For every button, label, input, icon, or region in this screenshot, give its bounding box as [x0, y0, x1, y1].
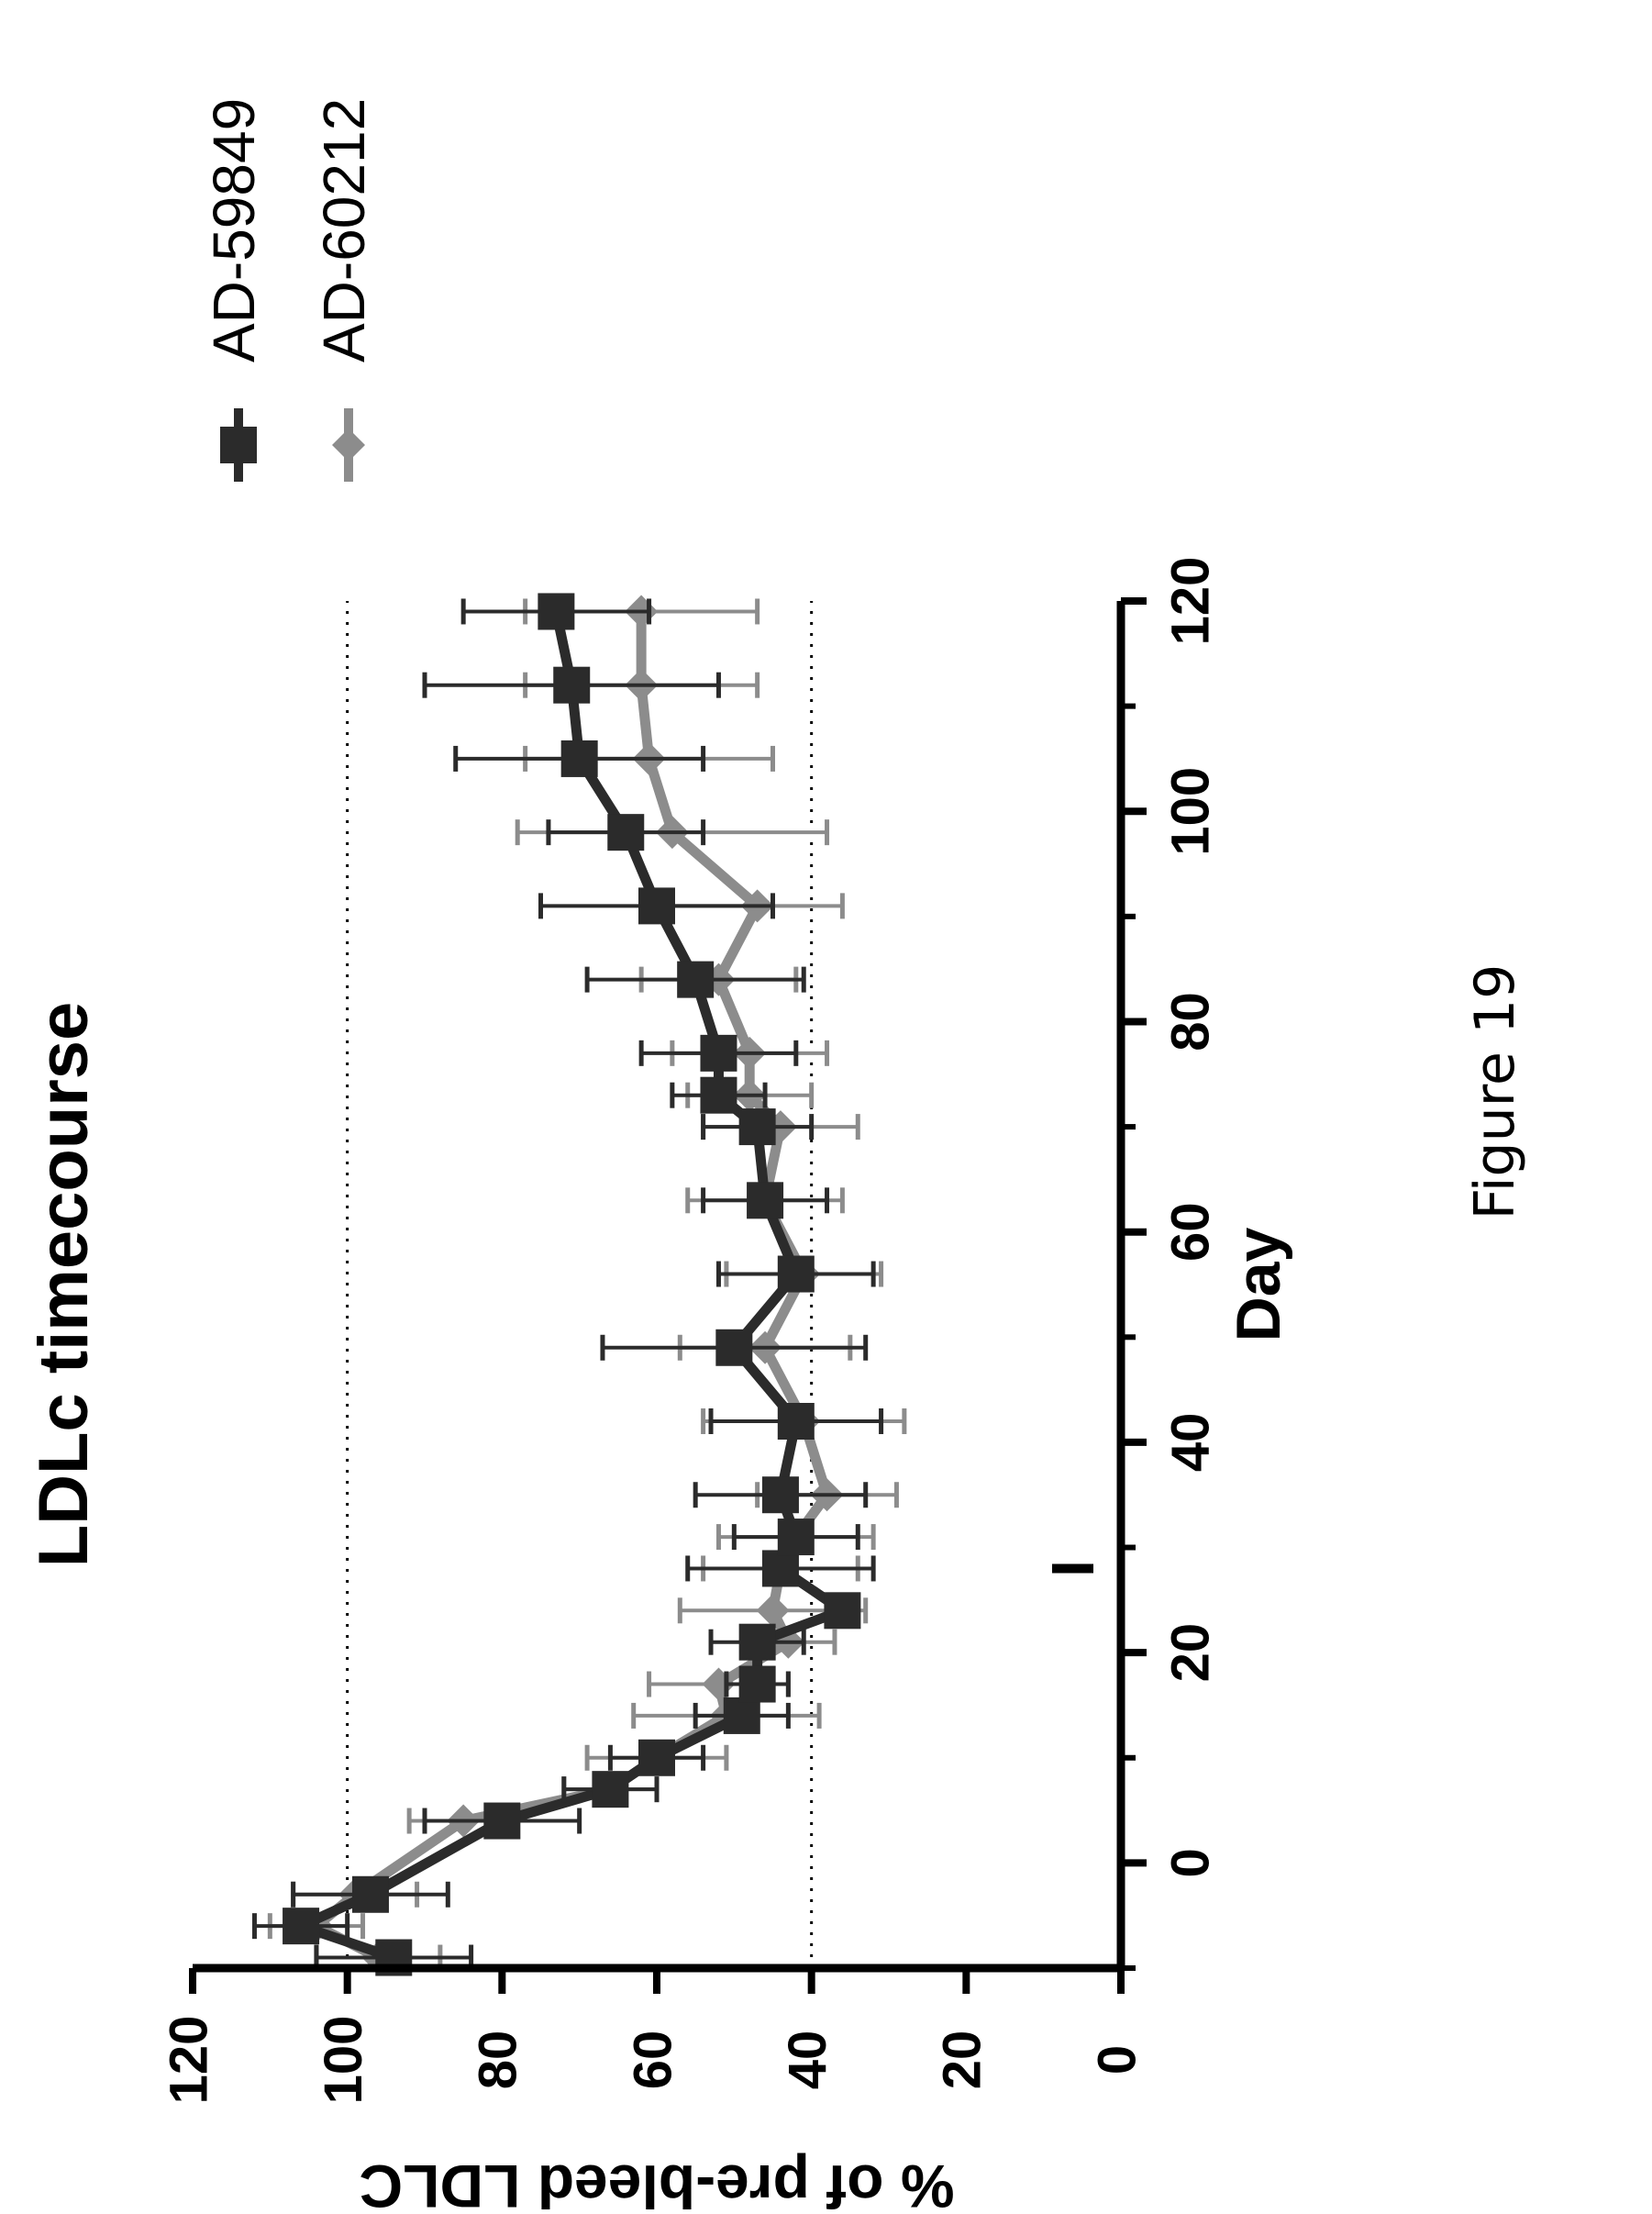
data-point-square: [677, 961, 715, 998]
axes: [189, 597, 1147, 1994]
x-tick-label: 60: [1160, 1202, 1220, 1262]
y-tick-label: 0: [1087, 2045, 1147, 2075]
data-point-square: [777, 1403, 815, 1440]
y-tick-label: 100: [314, 2016, 373, 2105]
x-tick-label: 100: [1160, 767, 1220, 856]
series-layer: [251, 593, 907, 1976]
legend: AD-59849 AD-60212: [201, 98, 377, 482]
data-point-square: [723, 1697, 760, 1734]
y-tick-label: 60: [623, 2030, 682, 2090]
chart-title: LDLc timecourse: [25, 1002, 103, 1568]
figure-caption: Figure 19: [1463, 964, 1527, 1220]
x-tick-label: 0: [1160, 1848, 1220, 1877]
x-tick-label: 20: [1160, 1623, 1220, 1683]
data-point-square: [777, 1255, 815, 1293]
tick-labels: 0 20 40 60 80 100 120 0 20 40 60 80 100 120: [159, 557, 1220, 2105]
data-point-square: [283, 1908, 320, 1945]
data-point-square: [738, 1623, 776, 1661]
data-point-square: [777, 1519, 815, 1556]
data-point-square: [351, 1875, 389, 1913]
series-AD-59849: [251, 593, 884, 1976]
chart-area: 0 20 40 60 80 100 120 0 20 40 60 80 100 120 LDLc time…: [25, 98, 1293, 2214]
x-axis-label: Day: [1224, 1227, 1293, 1341]
legend-square-marker: [220, 427, 257, 463]
data-point-square: [761, 1550, 799, 1587]
legend-entry-AD-60212: AD-60212: [311, 98, 377, 482]
data-point-square: [638, 1739, 675, 1776]
data-point-square: [592, 1771, 629, 1808]
x-tick-label: 40: [1160, 1413, 1220, 1473]
data-point-square: [553, 666, 591, 704]
data-point-square: [824, 1592, 861, 1630]
data-point-square: [738, 1665, 776, 1703]
x-tick-label: 120: [1160, 557, 1220, 646]
y-tick-label: 20: [933, 2030, 992, 2090]
y-tick-label: 40: [778, 2030, 837, 2090]
legend-diamond-marker: [332, 428, 365, 462]
data-point-diamond: [756, 1594, 790, 1628]
x-tick-label: 80: [1160, 992, 1220, 1051]
data-point-square: [761, 1476, 799, 1514]
data-point-square: [483, 1802, 521, 1840]
data-point-square: [747, 1182, 784, 1219]
data-point-square: [538, 593, 575, 630]
data-point-square: [638, 887, 675, 925]
y-axis-label: % of pre-bleed LDLC: [359, 2153, 954, 2214]
data-point-square: [560, 740, 598, 777]
data-point-square: [715, 1329, 753, 1366]
data-point-square: [700, 1034, 737, 1072]
legend-entry-AD-59849: AD-59849: [201, 98, 267, 482]
data-point-square: [738, 1108, 776, 1146]
data-point-square: [700, 1076, 737, 1114]
y-tick-label: 80: [469, 2030, 528, 2090]
legend-label: AD-59849: [201, 98, 267, 362]
data-point-square: [607, 814, 645, 851]
legend-label: AD-60212: [311, 98, 377, 362]
y-tick-label: 120: [159, 2016, 218, 2105]
